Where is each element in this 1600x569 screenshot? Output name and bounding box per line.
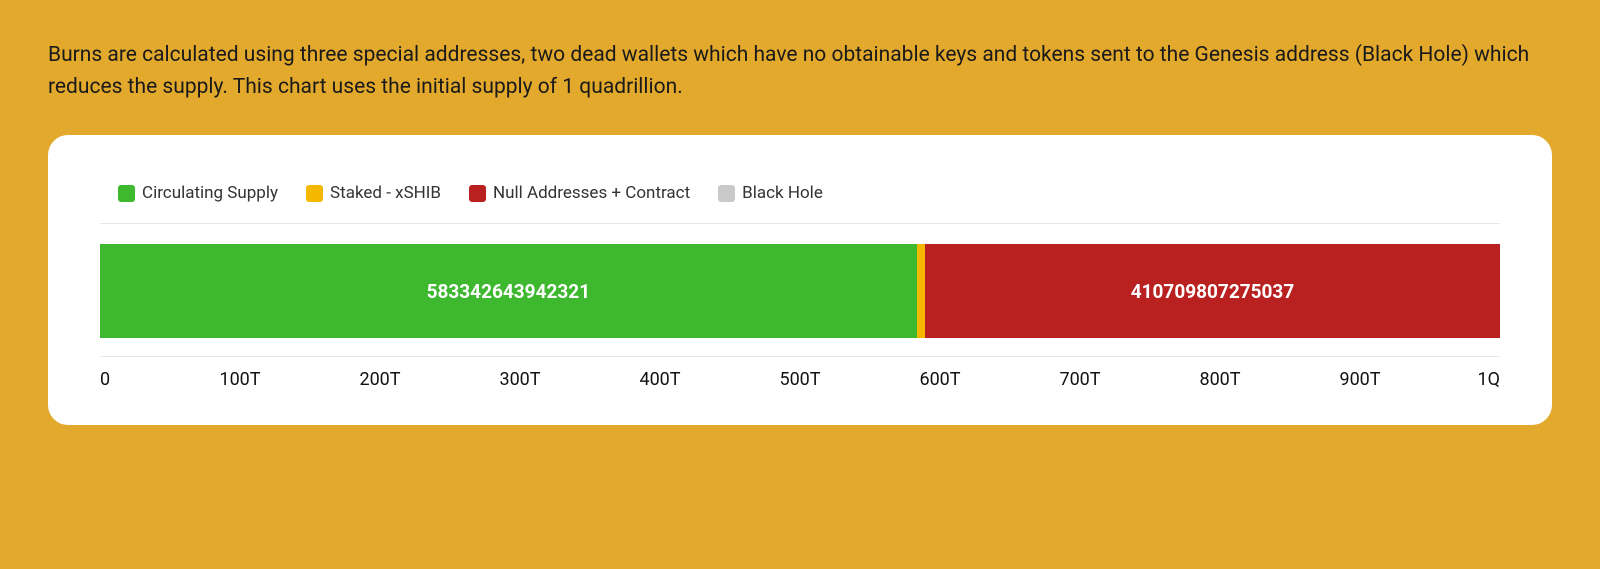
legend-label-blackhole: Black Hole <box>742 183 823 203</box>
bar-segment-circulating[interactable]: 583342643942321 <box>100 244 917 338</box>
legend-swatch-null <box>469 185 486 202</box>
supply-chart-card: Circulating Supply Staked - xSHIB Null Add… <box>48 135 1552 425</box>
axis-tick: 0 <box>100 369 110 390</box>
page-root: Burns are calculated using three special… <box>0 0 1600 569</box>
legend-swatch-staked <box>306 185 323 202</box>
axis-tick: 800T <box>1199 369 1240 390</box>
axis-tick: 900T <box>1339 369 1380 390</box>
legend-label-circulating: Circulating Supply <box>142 183 278 203</box>
axis-tick: 600T <box>919 369 960 390</box>
chart-legend: Circulating Supply Staked - xSHIB Null Add… <box>118 183 1500 203</box>
legend-item-blackhole[interactable]: Black Hole <box>718 183 823 203</box>
legend-divider <box>100 223 1500 224</box>
legend-label-staked: Staked - xSHIB <box>330 183 441 203</box>
bar-segment-null[interactable]: 410709807275037 <box>925 244 1500 338</box>
axis-tick: 1Q <box>1478 369 1501 390</box>
legend-item-staked[interactable]: Staked - xSHIB <box>306 183 441 203</box>
axis-tick: 500T <box>779 369 820 390</box>
axis-tick: 100T <box>219 369 260 390</box>
chart-description: Burns are calculated using three special… <box>48 40 1548 103</box>
legend-item-null[interactable]: Null Addresses + Contract <box>469 183 690 203</box>
axis-tick: 400T <box>639 369 680 390</box>
legend-swatch-circulating <box>118 185 135 202</box>
legend-swatch-blackhole <box>718 185 735 202</box>
axis-tick: 300T <box>499 369 540 390</box>
legend-item-circulating[interactable]: Circulating Supply <box>118 183 278 203</box>
axis-tick: 200T <box>359 369 400 390</box>
axis-divider <box>100 356 1500 357</box>
axis-tick: 700T <box>1059 369 1100 390</box>
stacked-bar: 583342643942321410709807275037 <box>100 244 1500 338</box>
x-axis: 0 100T 200T 300T 400T 500T 600T 700T 800T 900T 1Q <box>100 369 1500 397</box>
legend-label-null: Null Addresses + Contract <box>493 183 690 203</box>
bar-segment-staked[interactable] <box>917 244 925 338</box>
